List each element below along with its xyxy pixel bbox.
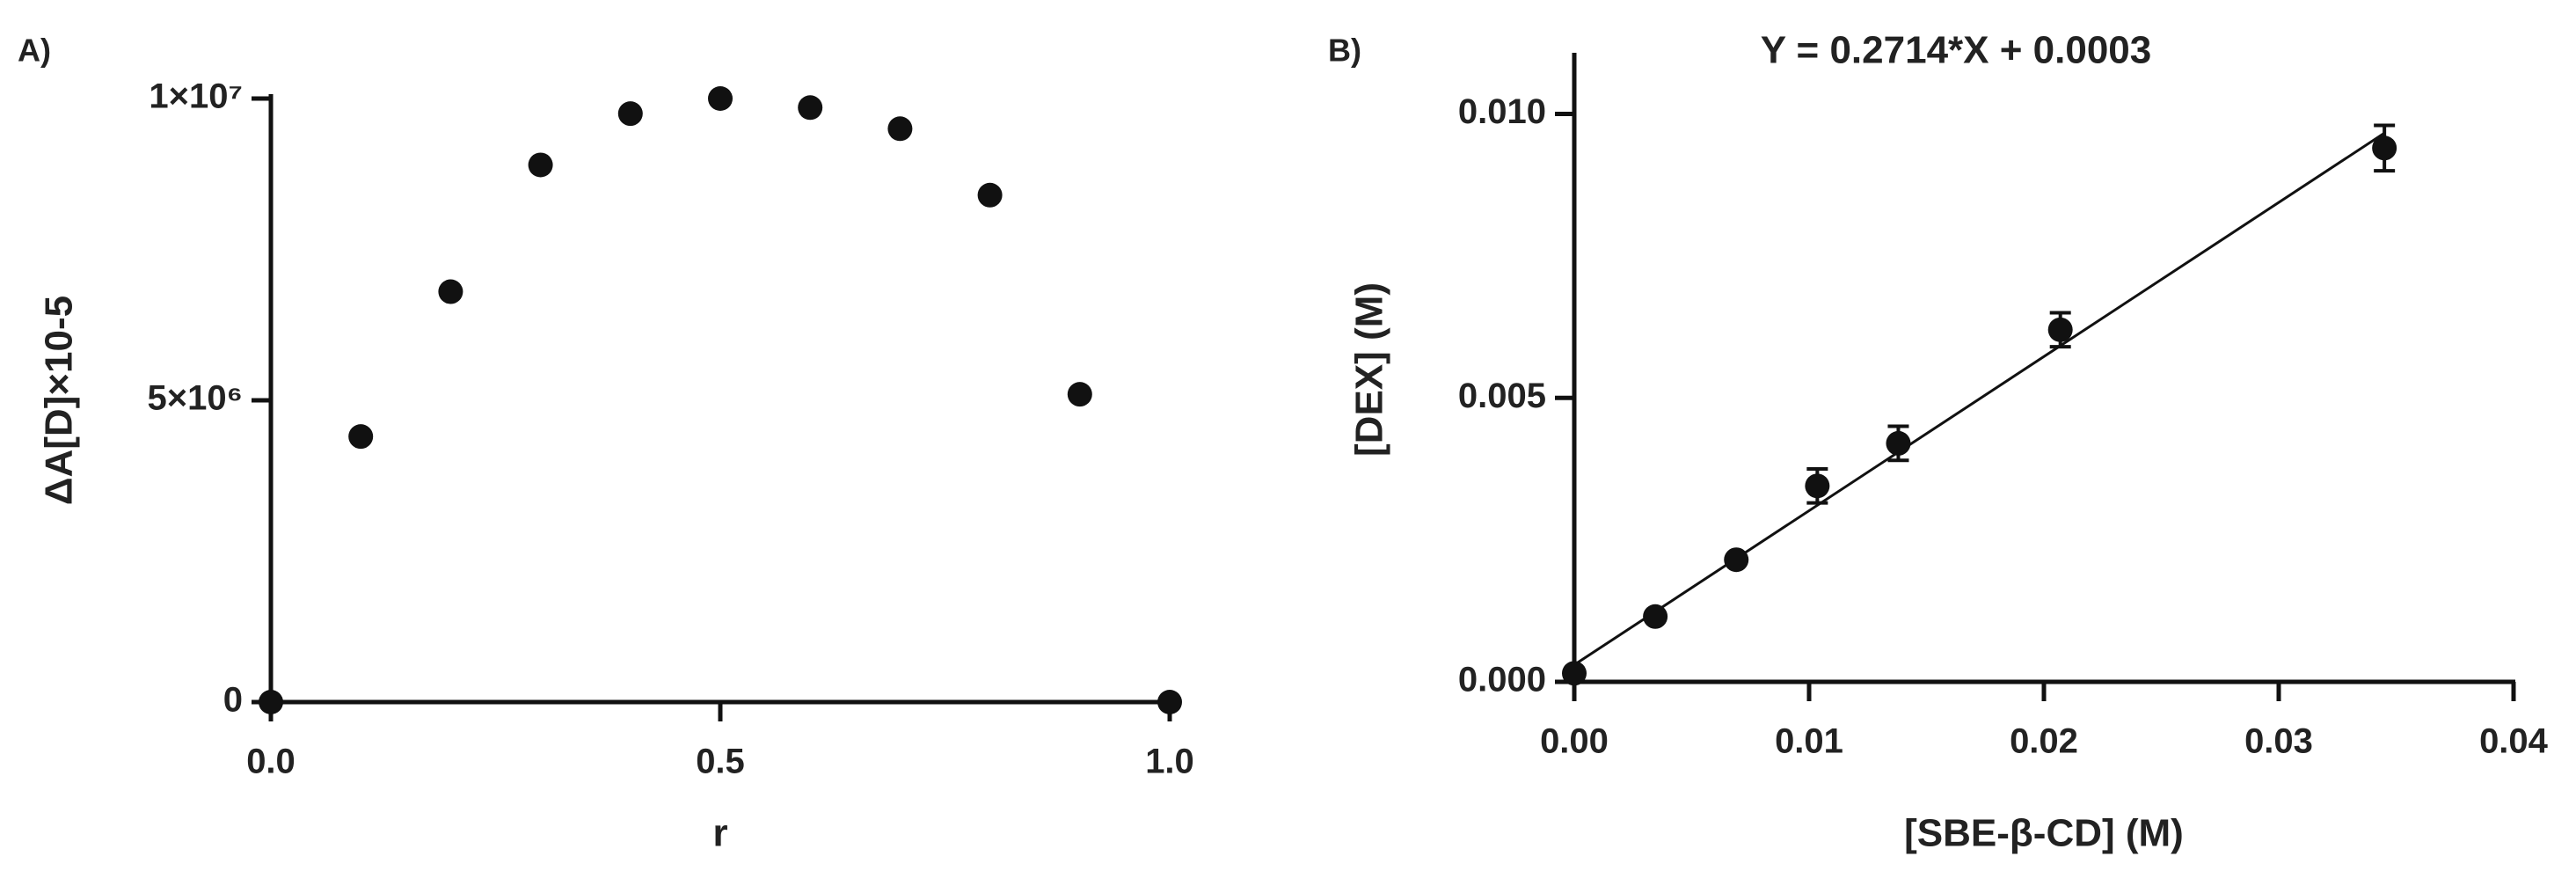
x-tick-label: 0.5 bbox=[696, 743, 745, 781]
panel-label: A) bbox=[18, 33, 51, 69]
x-axis-label: [SBE-β-CD] (M) bbox=[1904, 812, 2184, 855]
x-tick-label: 0.04 bbox=[2479, 722, 2549, 761]
point bbox=[2047, 317, 2073, 342]
point bbox=[1643, 604, 1668, 629]
y-tick-label: 0.005 bbox=[1458, 377, 1546, 415]
point bbox=[2372, 135, 2397, 161]
point bbox=[798, 95, 823, 121]
x-tick-label: 1.0 bbox=[1145, 743, 1194, 781]
y-tick-label: 1×10⁷ bbox=[149, 77, 243, 116]
chart-title: Y = 0.2714*X + 0.0003 bbox=[1761, 29, 2151, 72]
x-tick-label: 0.02 bbox=[2010, 722, 2078, 761]
y-axis-label: ΔA[D]×10-5 bbox=[38, 296, 81, 505]
point bbox=[259, 690, 283, 714]
y-tick-label: 0 bbox=[223, 681, 243, 720]
y-tick-label: 5×10⁶ bbox=[147, 379, 243, 418]
y-tick-label: 0.000 bbox=[1458, 661, 1546, 699]
point bbox=[708, 86, 733, 111]
x-tick-label: 0.0 bbox=[246, 743, 296, 781]
x-tick-label: 0.01 bbox=[1775, 722, 1843, 761]
y-axis-label: [DEX] (M) bbox=[1348, 282, 1391, 457]
point bbox=[1805, 473, 1830, 499]
point bbox=[1886, 430, 1911, 456]
point bbox=[1067, 382, 1092, 407]
fit-line bbox=[1573, 132, 2385, 666]
x-axis-label: r bbox=[712, 812, 727, 855]
point bbox=[977, 182, 1003, 208]
point bbox=[1157, 690, 1182, 714]
point bbox=[1724, 547, 1749, 573]
x-tick-label: 0.00 bbox=[1540, 722, 1609, 761]
point bbox=[887, 116, 913, 142]
point bbox=[1562, 661, 1587, 686]
point bbox=[528, 152, 553, 178]
y-tick-label: 0.010 bbox=[1458, 92, 1546, 131]
panel-label: B) bbox=[1328, 33, 1361, 69]
point bbox=[438, 279, 463, 304]
x-tick-label: 0.03 bbox=[2244, 722, 2313, 761]
point bbox=[617, 101, 643, 127]
point bbox=[348, 424, 374, 450]
